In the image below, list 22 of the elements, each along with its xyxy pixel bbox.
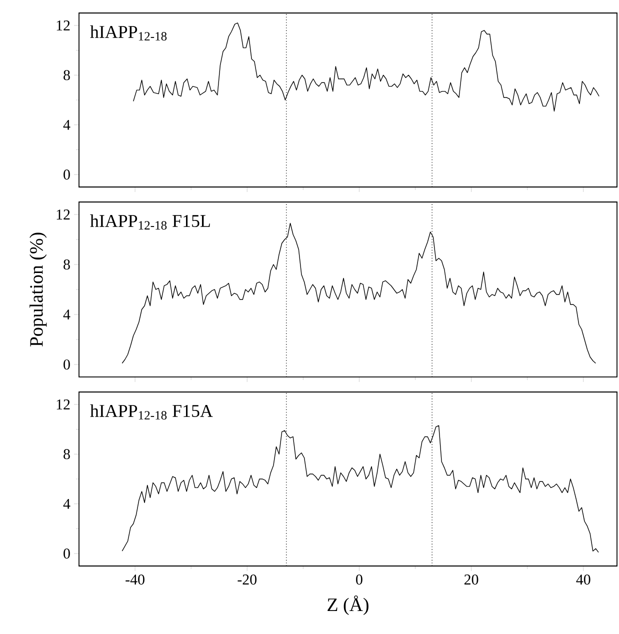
x-tick-label: 20 bbox=[464, 574, 478, 585]
y-tick-label: 0 bbox=[64, 359, 70, 370]
y-tick-label: 8 bbox=[64, 70, 70, 80]
text: hIAPP$_{12-18}$ F15A bbox=[90, 404, 213, 420]
y-tick-label: 12 bbox=[56, 399, 70, 410]
y-axis-title: Population (%) bbox=[30, 232, 47, 347]
y-tick-label: 8 bbox=[64, 449, 70, 460]
x-tick-label: 40 bbox=[576, 574, 590, 585]
text: hIAPP$_{12-18}$ F15L bbox=[90, 214, 210, 230]
text: hIAPP$_{12-18}$ bbox=[90, 25, 167, 41]
y-tick-label: 4 bbox=[63, 120, 70, 130]
x-axis-title: Z (Å) bbox=[328, 595, 368, 615]
x-tick-label: -20 bbox=[238, 574, 257, 585]
y-tick-label: 0 bbox=[64, 170, 70, 180]
y-tick-label: 12 bbox=[56, 210, 70, 220]
y-tick-label: 4 bbox=[63, 310, 70, 320]
y-tick-label: 0 bbox=[64, 548, 70, 559]
x-tick-label: -40 bbox=[126, 574, 144, 585]
y-tick-label: 12 bbox=[56, 20, 70, 30]
x-tick-label: 0 bbox=[356, 574, 362, 585]
y-tick-label: 8 bbox=[64, 259, 70, 270]
y-tick-label: 4 bbox=[63, 498, 70, 509]
